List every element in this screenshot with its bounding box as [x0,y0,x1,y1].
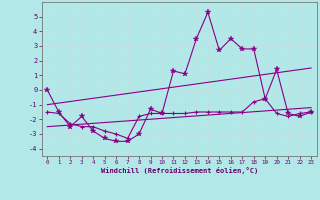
X-axis label: Windchill (Refroidissement éolien,°C): Windchill (Refroidissement éolien,°C) [100,167,258,174]
